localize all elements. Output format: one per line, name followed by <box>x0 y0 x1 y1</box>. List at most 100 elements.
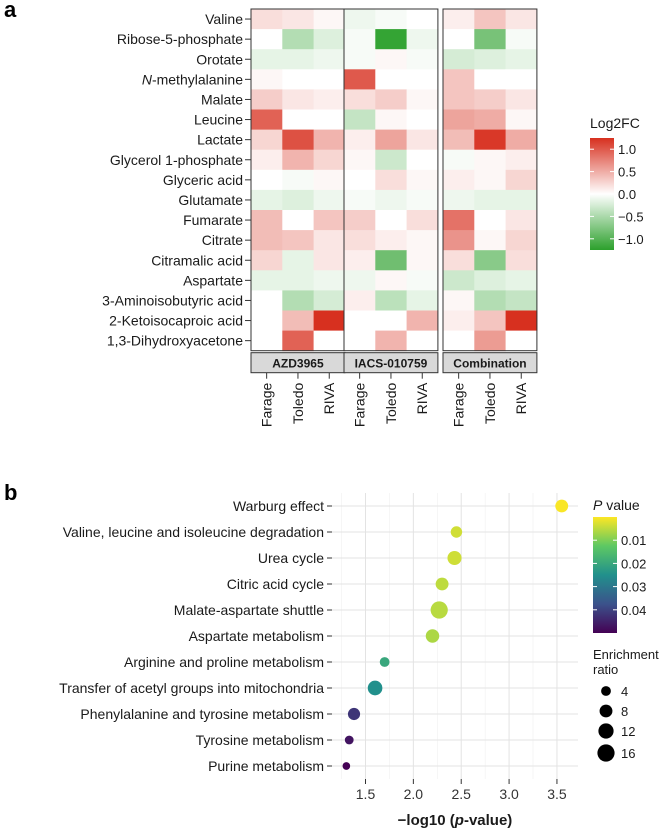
heatmap-cell <box>251 290 283 311</box>
row-label: Citrate <box>202 232 243 248</box>
size-legend-label: 4 <box>621 684 628 699</box>
heatmap-cell <box>313 69 346 90</box>
facet-label: Combination <box>453 357 526 371</box>
heatmap-cell <box>406 89 439 110</box>
heatmap-cell <box>505 49 538 70</box>
heatmap-cell <box>443 210 475 231</box>
heatmap-cell <box>474 69 506 90</box>
heatmap-cell <box>313 270 346 291</box>
heatmap-cell <box>313 29 346 50</box>
heatmap-cell <box>443 29 475 50</box>
heatmap-cell <box>344 169 376 191</box>
heatmap-cell <box>251 189 283 211</box>
heatmap-cell <box>282 290 314 311</box>
heatmap-cell <box>251 210 283 231</box>
heatmap-cell <box>443 69 475 90</box>
column-label: Toledo <box>290 382 306 423</box>
data-point <box>435 577 449 591</box>
heatmap-cell <box>443 9 475 30</box>
row-label: 2-Ketoisocaproic acid <box>109 313 243 329</box>
log2fc-legend: Log2FC 1.0 0.5 0.0 −0.5 −1.0 <box>590 115 644 250</box>
row-label: Leucine <box>194 112 243 128</box>
heatmap-cell <box>251 9 283 30</box>
heatmap-panel: Valine Ribose-5-phosphate Orotate N-methyla… <box>102 8 538 427</box>
row-label: Aspartate <box>183 272 243 288</box>
heatmap-cell <box>443 290 475 311</box>
heatmap-cell <box>375 290 407 311</box>
size-legend-label: 12 <box>621 724 635 739</box>
row-label-italic: N <box>142 71 153 87</box>
heatmap-cell <box>474 149 506 171</box>
heatmap-cell <box>474 129 506 151</box>
heatmap-cell <box>313 189 346 211</box>
size-legend-dot <box>597 744 615 762</box>
data-point <box>450 526 463 538</box>
facet-border <box>343 8 439 352</box>
x-axis-label-italic: p <box>454 812 464 829</box>
row-label: 1,3-Dihydroxyacetone <box>107 333 243 349</box>
x-tick-label: 3.0 <box>499 786 519 802</box>
size-legend-title: ratio <box>593 662 618 677</box>
heatmap-cell <box>406 169 439 191</box>
x-axis-label: −log10 (p-value) <box>398 812 513 829</box>
heatmap-cell <box>282 230 314 251</box>
heatmap-cell <box>505 189 538 211</box>
heatmap-cell <box>375 149 407 171</box>
heatmap-cell <box>406 290 439 311</box>
data-point <box>367 680 383 696</box>
panel-b-letter: b <box>4 480 18 505</box>
heatmap-cell <box>443 49 475 70</box>
heatmap-cell <box>443 310 475 331</box>
heatmap-cell <box>375 210 407 231</box>
y-tick-label: Aspartate metabolism <box>189 628 324 644</box>
heatmap-cell <box>406 69 439 90</box>
row-label-rest: -methylalanine <box>152 71 243 87</box>
column-label: RIVA <box>513 382 529 414</box>
heatmap-cell <box>406 189 439 211</box>
column-label: Farage <box>352 382 368 427</box>
heatmap-cell <box>406 250 439 271</box>
heatmap-cell <box>251 89 283 110</box>
heatmap-cell <box>406 210 439 231</box>
heatmap-cell <box>282 69 314 90</box>
heatmap-cell <box>344 69 376 90</box>
heatmap-cell <box>406 129 439 151</box>
y-tick-label: Tyrosine metabolism <box>196 732 324 748</box>
row-label: Valine <box>205 11 243 27</box>
data-point <box>342 762 351 770</box>
column-label: Toledo <box>383 382 399 423</box>
heatmap-cell <box>251 109 283 130</box>
heatmap-cell <box>344 330 376 352</box>
heatmap-cell <box>251 230 283 251</box>
heatmap-cell <box>505 89 538 110</box>
size-legend-label: 8 <box>621 704 628 719</box>
heatmap-cell <box>505 29 538 50</box>
heatmap-cell <box>313 330 346 352</box>
row-label: Glycerol 1-phosphate <box>110 152 243 168</box>
heatmap-cell <box>375 250 407 271</box>
heatmap-cell <box>474 29 506 50</box>
legend-tick-label: 1.0 <box>618 142 636 157</box>
heatmap-cell <box>251 29 283 50</box>
heatmap-cell <box>375 49 407 70</box>
heatmap-cell <box>313 310 346 331</box>
heatmap-cell <box>406 49 439 70</box>
facet-border <box>442 8 538 352</box>
data-point <box>344 735 354 745</box>
heatmap-cell <box>375 69 407 90</box>
pvalue-legend-label: 0.03 <box>621 580 646 595</box>
y-tick-label: Urea cycle <box>258 550 324 566</box>
heatmap-cell <box>375 270 407 291</box>
heatmap-cell <box>406 310 439 331</box>
column-label: RIVA <box>414 382 430 414</box>
y-tick-label: Transfer of acetyl groups into mitochond… <box>59 680 324 696</box>
heatmap-cell <box>375 189 407 211</box>
y-tick-label: Phenylalanine and tyrosine metabolism <box>80 706 324 722</box>
heatmap-cell <box>505 290 538 311</box>
heatmap-cell <box>443 149 475 171</box>
row-label: Citramalic acid <box>151 252 243 268</box>
heatmap-cell <box>375 9 407 30</box>
legend-title: Log2FC <box>590 115 640 131</box>
